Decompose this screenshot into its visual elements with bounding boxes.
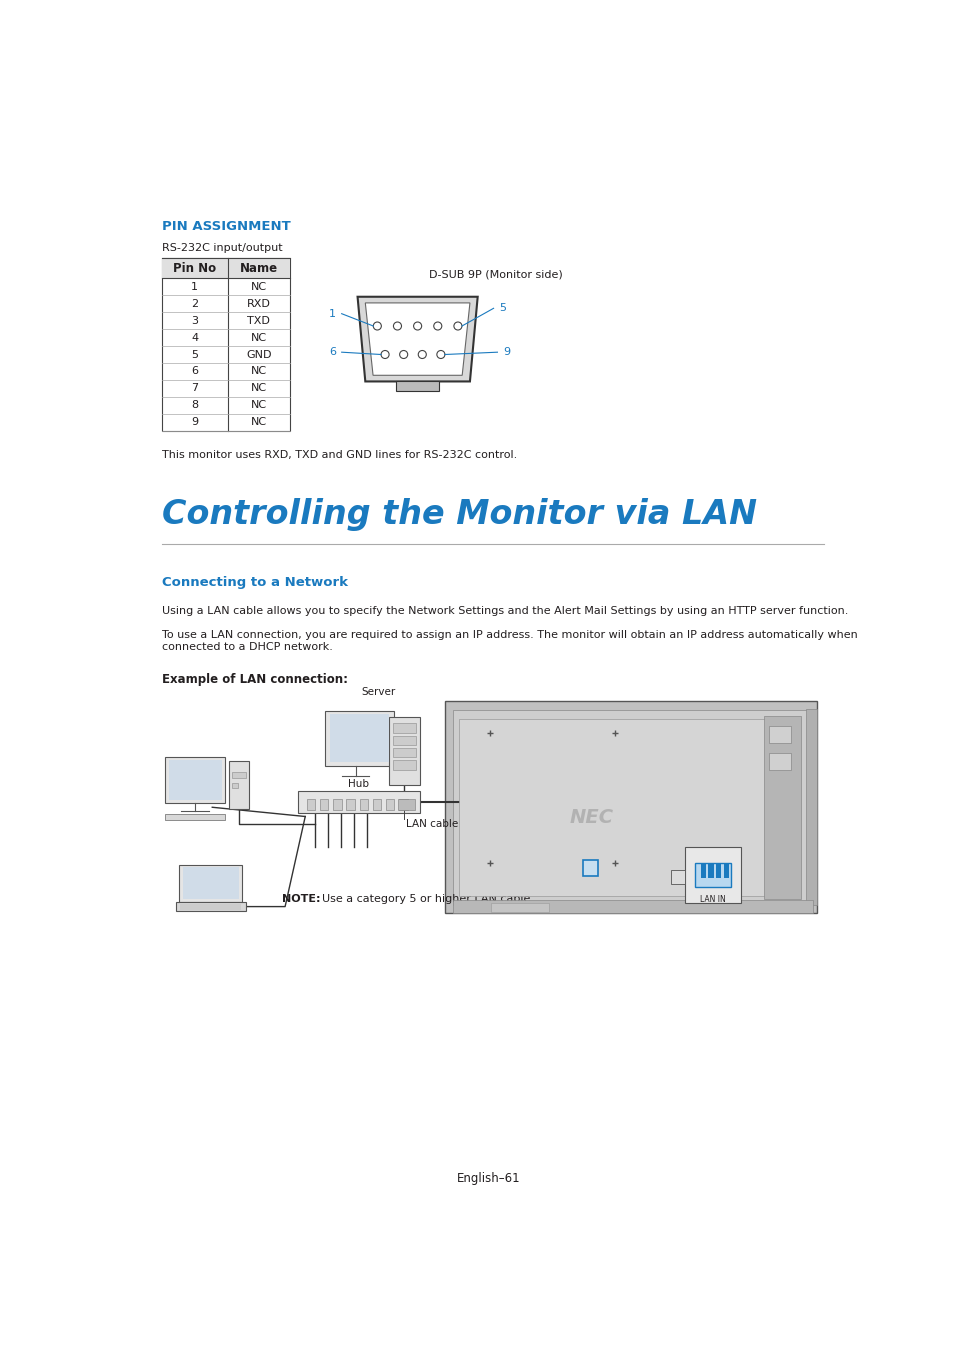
FancyBboxPatch shape bbox=[393, 748, 416, 757]
Text: RXD: RXD bbox=[247, 298, 271, 309]
Circle shape bbox=[436, 351, 444, 359]
Text: NC: NC bbox=[251, 383, 267, 393]
FancyBboxPatch shape bbox=[452, 900, 812, 913]
Text: English–61: English–61 bbox=[456, 1172, 520, 1184]
Circle shape bbox=[380, 351, 389, 359]
Text: NEC: NEC bbox=[569, 807, 613, 828]
Text: This monitor uses RXD, TXD and GND lines for RS-232C control.: This monitor uses RXD, TXD and GND lines… bbox=[162, 450, 517, 460]
Polygon shape bbox=[357, 297, 477, 382]
Text: GND: GND bbox=[246, 350, 272, 359]
Text: NC: NC bbox=[251, 282, 267, 292]
FancyBboxPatch shape bbox=[458, 718, 764, 896]
Text: D-SUB 9P (Monitor side): D-SUB 9P (Monitor side) bbox=[429, 270, 562, 279]
Text: 6: 6 bbox=[192, 366, 198, 377]
FancyBboxPatch shape bbox=[444, 701, 816, 913]
FancyBboxPatch shape bbox=[162, 258, 290, 431]
FancyBboxPatch shape bbox=[491, 903, 549, 913]
FancyBboxPatch shape bbox=[373, 799, 381, 810]
FancyBboxPatch shape bbox=[393, 736, 416, 745]
Text: Use a category 5 or higher LAN cable.: Use a category 5 or higher LAN cable. bbox=[314, 894, 533, 903]
FancyBboxPatch shape bbox=[397, 799, 415, 810]
FancyBboxPatch shape bbox=[582, 860, 598, 876]
FancyBboxPatch shape bbox=[395, 382, 438, 390]
FancyBboxPatch shape bbox=[684, 848, 740, 903]
FancyBboxPatch shape bbox=[180, 904, 241, 910]
Text: NC: NC bbox=[251, 417, 267, 427]
FancyBboxPatch shape bbox=[763, 717, 801, 899]
Text: 3: 3 bbox=[192, 316, 198, 325]
Text: PIN ASSIGNMENT: PIN ASSIGNMENT bbox=[162, 220, 291, 232]
Text: 5: 5 bbox=[498, 304, 505, 313]
FancyBboxPatch shape bbox=[346, 799, 355, 810]
Circle shape bbox=[454, 323, 461, 329]
Text: To use a LAN connection, you are required to assign an IP address. The monitor w: To use a LAN connection, you are require… bbox=[162, 630, 857, 652]
FancyBboxPatch shape bbox=[297, 791, 419, 813]
Text: Example of LAN connection:: Example of LAN connection: bbox=[162, 672, 348, 686]
FancyBboxPatch shape bbox=[179, 865, 242, 902]
FancyBboxPatch shape bbox=[183, 867, 238, 899]
Polygon shape bbox=[365, 302, 470, 375]
Text: NC: NC bbox=[251, 366, 267, 377]
Circle shape bbox=[417, 351, 426, 359]
Text: 8: 8 bbox=[191, 401, 198, 410]
Text: 9: 9 bbox=[502, 347, 510, 358]
Text: 1: 1 bbox=[329, 309, 335, 319]
Circle shape bbox=[399, 351, 407, 359]
FancyBboxPatch shape bbox=[389, 717, 419, 784]
Text: Server: Server bbox=[361, 687, 395, 697]
FancyBboxPatch shape bbox=[333, 799, 341, 810]
FancyBboxPatch shape bbox=[398, 799, 407, 810]
Text: Name: Name bbox=[239, 262, 277, 275]
Text: Controlling the Monitor via LAN: Controlling the Monitor via LAN bbox=[162, 498, 756, 531]
Text: NC: NC bbox=[251, 332, 267, 343]
FancyBboxPatch shape bbox=[325, 711, 394, 767]
FancyBboxPatch shape bbox=[452, 710, 806, 904]
FancyBboxPatch shape bbox=[232, 772, 246, 778]
FancyBboxPatch shape bbox=[393, 760, 416, 770]
FancyBboxPatch shape bbox=[385, 799, 394, 810]
Text: Pin No: Pin No bbox=[173, 262, 216, 275]
Text: 5: 5 bbox=[192, 350, 198, 359]
FancyBboxPatch shape bbox=[700, 864, 705, 878]
FancyBboxPatch shape bbox=[359, 799, 368, 810]
FancyBboxPatch shape bbox=[319, 799, 328, 810]
FancyBboxPatch shape bbox=[232, 783, 237, 788]
FancyBboxPatch shape bbox=[670, 871, 684, 884]
FancyBboxPatch shape bbox=[162, 258, 290, 278]
Text: NOTE:: NOTE: bbox=[282, 894, 320, 903]
FancyBboxPatch shape bbox=[769, 726, 790, 744]
FancyBboxPatch shape bbox=[695, 863, 730, 887]
Circle shape bbox=[434, 323, 441, 329]
Text: Connecting to a Network: Connecting to a Network bbox=[162, 576, 348, 589]
Text: Hub: Hub bbox=[348, 779, 369, 788]
Text: NC: NC bbox=[251, 401, 267, 410]
Text: LAN IN: LAN IN bbox=[700, 895, 725, 905]
Text: 2: 2 bbox=[191, 298, 198, 309]
FancyBboxPatch shape bbox=[307, 799, 315, 810]
Text: 9: 9 bbox=[191, 417, 198, 427]
FancyBboxPatch shape bbox=[723, 864, 728, 878]
FancyBboxPatch shape bbox=[169, 760, 221, 799]
FancyBboxPatch shape bbox=[716, 864, 720, 878]
Circle shape bbox=[414, 323, 421, 329]
Text: 4: 4 bbox=[191, 332, 198, 343]
Text: RS-232C input/output: RS-232C input/output bbox=[162, 243, 282, 252]
FancyBboxPatch shape bbox=[707, 864, 713, 878]
FancyBboxPatch shape bbox=[393, 724, 416, 733]
FancyBboxPatch shape bbox=[805, 709, 816, 904]
FancyBboxPatch shape bbox=[165, 757, 225, 803]
FancyBboxPatch shape bbox=[330, 714, 389, 761]
Circle shape bbox=[373, 323, 381, 329]
FancyBboxPatch shape bbox=[769, 753, 790, 771]
Text: LAN cable: LAN cable bbox=[406, 819, 457, 829]
Text: 7: 7 bbox=[191, 383, 198, 393]
Circle shape bbox=[393, 323, 401, 329]
FancyBboxPatch shape bbox=[165, 814, 225, 821]
FancyBboxPatch shape bbox=[175, 902, 245, 911]
Text: 1: 1 bbox=[192, 282, 198, 292]
Text: Using a LAN cable allows you to specify the Network Settings and the Alert Mail : Using a LAN cable allows you to specify … bbox=[162, 606, 847, 616]
Text: 6: 6 bbox=[329, 347, 335, 358]
FancyBboxPatch shape bbox=[229, 761, 249, 809]
Text: TXD: TXD bbox=[247, 316, 270, 325]
